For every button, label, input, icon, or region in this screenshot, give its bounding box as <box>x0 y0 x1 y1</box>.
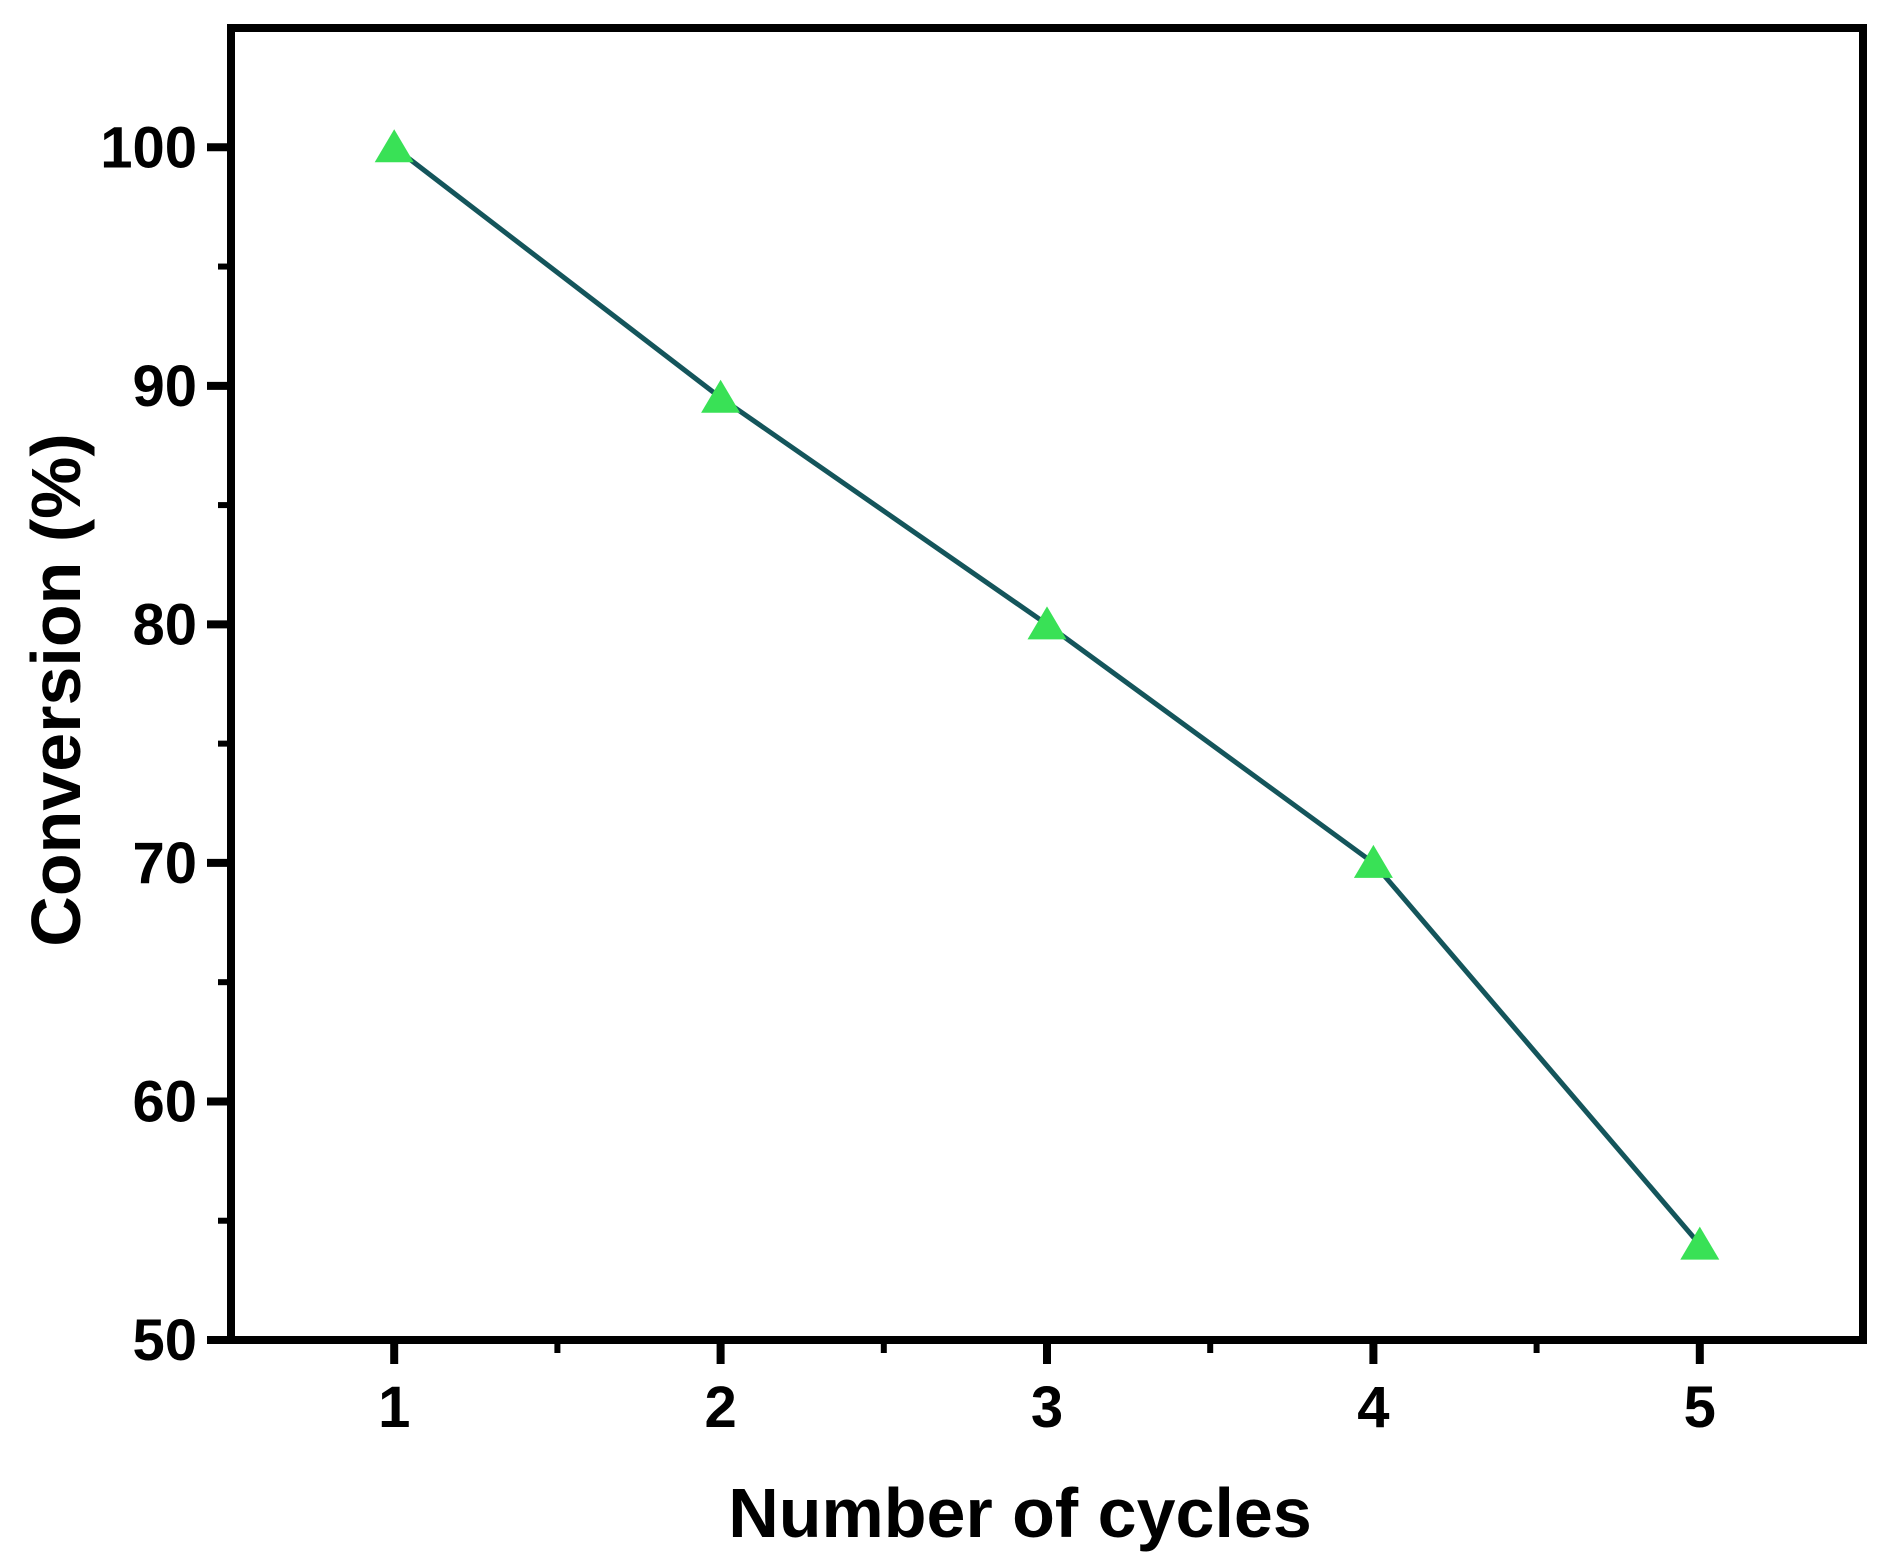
y-axis-tick-labels: 50 60 70 80 90 100 <box>100 115 197 1373</box>
x-tick-label: 4 <box>1357 1375 1389 1440</box>
x-tick-label: 2 <box>704 1375 736 1440</box>
y-tick-label: 50 <box>132 1308 197 1373</box>
x-tick-label: 1 <box>378 1375 410 1440</box>
data-line <box>392 145 1702 1247</box>
x-axis-minor-ticks <box>554 1340 1540 1353</box>
plot-frame <box>227 24 1867 1344</box>
x-tick-label: 5 <box>1684 1375 1716 1440</box>
y-tick-label: 70 <box>132 831 197 896</box>
y-tick-label: 100 <box>100 115 197 180</box>
x-tick-label: 3 <box>1031 1375 1063 1440</box>
y-tick-label: 60 <box>132 1069 197 1134</box>
x-axis-tick-labels: 1 2 3 4 5 <box>378 1375 1716 1440</box>
y-axis-minor-ticks <box>218 263 231 1224</box>
x-axis-major-ticks <box>390 1340 1704 1364</box>
data-point-marker <box>1027 606 1067 640</box>
y-axis-title: Conversion (%) <box>17 433 95 946</box>
data-point-marker <box>1353 844 1393 878</box>
y-axis-major-ticks <box>207 143 231 1344</box>
data-point-marker <box>374 129 414 163</box>
data-point-marker <box>1680 1226 1720 1260</box>
y-tick-label: 90 <box>132 354 197 419</box>
y-tick-label: 80 <box>132 592 197 657</box>
x-axis-title: Number of cycles <box>728 1474 1312 1552</box>
data-series <box>374 129 1720 1260</box>
data-point-marker <box>701 379 741 413</box>
